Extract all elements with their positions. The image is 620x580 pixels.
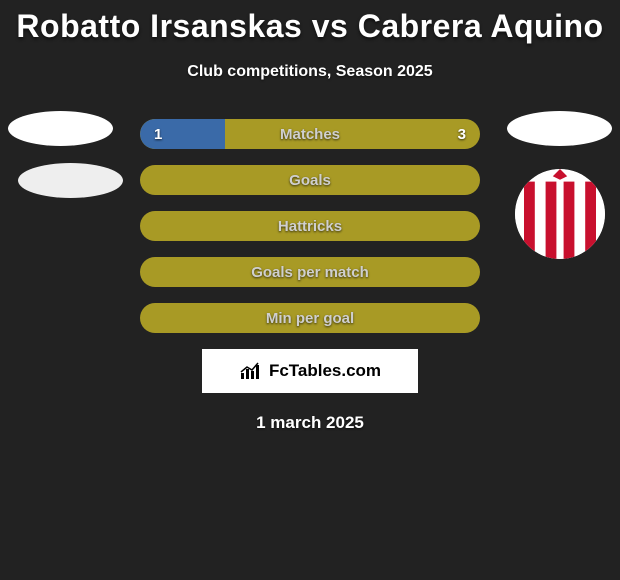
stat-bar-goals: Goals [140,165,480,195]
stat-bar-hattricks: Hattricks [140,211,480,241]
stat-label: Goals [140,165,480,195]
bar-chart-icon [239,361,265,381]
player-left-oval-1 [8,111,113,146]
player-left-oval-2 [18,163,123,198]
page-title: Robatto Irsanskas vs Cabrera Aquino [0,0,620,45]
stat-label: Matches [140,119,480,149]
club-badge-right [515,169,605,259]
stat-label: Hattricks [140,211,480,241]
page-subtitle: Club competitions, Season 2025 [0,63,620,81]
stat-label: Goals per match [140,257,480,287]
stat-bar-min-per-goal: Min per goal [140,303,480,333]
stats-bars: 1 Matches 3 Goals Hattricks Goals per ma… [140,119,480,333]
stat-label: Min per goal [140,303,480,333]
stat-bar-goals-per-match: Goals per match [140,257,480,287]
stat-value-right: 3 [458,119,466,149]
site-logo-box: FcTables.com [202,349,418,393]
club-badge-icon [515,169,605,259]
stats-card: Robatto Irsanskas vs Cabrera Aquino Club… [0,0,620,580]
player-right-oval-1 [507,111,612,146]
stats-area: 1 Matches 3 Goals Hattricks Goals per ma… [0,119,620,433]
date-line: 1 march 2025 [0,413,620,433]
site-logo-text: FcTables.com [269,361,381,381]
stat-bar-matches: 1 Matches 3 [140,119,480,149]
